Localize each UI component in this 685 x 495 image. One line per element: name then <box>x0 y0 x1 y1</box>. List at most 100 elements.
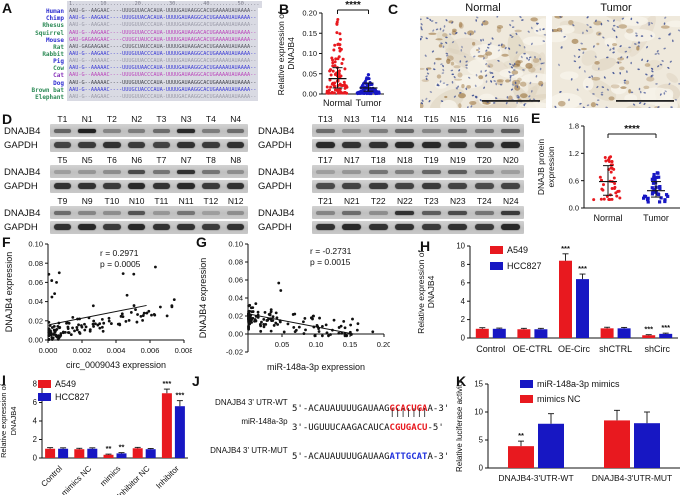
protein-band <box>103 183 121 189</box>
blot-row-label: DNAJB4 <box>258 166 295 178</box>
protein-band <box>395 128 415 133</box>
protein-band <box>226 224 245 230</box>
alignment-ruler-row: 1.........10.........20.........30......… <box>0 1 278 9</box>
svg-text:0.08: 0.08 <box>228 258 243 267</box>
protein-band <box>103 210 121 215</box>
species-name: Rhesus <box>42 22 64 30</box>
species-name: Cat <box>53 72 64 80</box>
protein-band <box>501 183 521 189</box>
blot-strip <box>312 124 524 137</box>
alignment-row: Rhesus AAU-G--AAGAAC----UUUGUUACCCAUA-UUU… <box>0 22 278 30</box>
protein-band <box>226 210 245 215</box>
svg-text:0.15: 0.15 <box>343 340 358 349</box>
svg-text:1.8: 1.8 <box>569 122 579 131</box>
protein-band <box>368 142 388 148</box>
protein-band <box>78 183 96 189</box>
blot-row-label: DNAJB4 <box>258 207 295 219</box>
alignment-row: Human AAU-G--AAGAAC----UUUGUUACACAUA-UUUU… <box>0 8 278 16</box>
species-name: Elephant <box>35 93 64 101</box>
protein-band <box>421 224 441 230</box>
blot-row-label: DNAJB4 <box>4 166 41 178</box>
protein-band <box>474 224 494 230</box>
sequence-text: AAU-G--AAGAAC----UUUGUUACCCAUA-UUUUGAUAA… <box>67 29 259 37</box>
svg-text:r = -0.2731: r = -0.2731 <box>310 246 352 256</box>
protein-band <box>202 224 220 230</box>
svg-text:shCTRL: shCTRL <box>599 344 632 354</box>
species-name: Squirrel <box>35 29 64 37</box>
svg-text:HCC827: HCC827 <box>55 392 90 402</box>
blot-strip <box>312 179 524 193</box>
protein-band <box>448 224 468 230</box>
protein-band <box>177 224 195 230</box>
panel-a-label: A <box>2 0 13 16</box>
protein-band <box>368 210 388 215</box>
svg-text:0.10: 0.10 <box>228 240 243 249</box>
svg-text:2: 2 <box>33 435 37 444</box>
protein-band <box>53 142 72 148</box>
svg-text:Tumor: Tumor <box>356 98 382 108</box>
svg-text:Normal: Normal <box>593 213 622 223</box>
sequence-text: AAU-G--AAGAAC----UUUGUUACCCAUA-UUUUGAUAA… <box>67 22 259 30</box>
svg-text:10: 10 <box>474 408 483 417</box>
protein-band <box>78 210 96 215</box>
svg-text:***: *** <box>176 391 185 400</box>
protein-band <box>177 183 195 189</box>
svg-text:Relative luciferase activity: Relative luciferase activity <box>455 380 464 472</box>
svg-text:mimics NC: mimics NC <box>537 394 581 404</box>
alignment-row: Elephant AAU-G--AAGAAC----UUUGUUACCCAUA-U… <box>0 93 278 101</box>
species-name: Pig <box>53 58 64 66</box>
protein-band <box>342 183 362 189</box>
svg-text:5: 5 <box>479 436 484 445</box>
svg-text:A549: A549 <box>55 379 76 389</box>
protein-band <box>127 210 146 215</box>
protein-band <box>152 224 171 230</box>
blot-strip <box>312 206 524 219</box>
panel-j-binding-site-alignment: DNAJB4 3' UTR-WT 5'-ACAUAUUUUGAUAAGGCACU… <box>190 374 466 495</box>
protein-band <box>421 128 441 133</box>
panel-a-sequence-alignment: 1.........10.........20.........30......… <box>0 1 278 111</box>
species-name: Mouse <box>45 36 64 44</box>
svg-text:***: *** <box>644 325 653 334</box>
sequence-text: AAU-G--AAAAAC----UUUGUUACCCAUA-UUUUGAUAA… <box>67 72 259 80</box>
panel-c-ihc-image-normal <box>420 16 546 108</box>
svg-text:***: *** <box>578 264 587 273</box>
svg-text:DNAJB protein: DNAJB protein <box>538 139 546 195</box>
protein-band <box>127 128 146 133</box>
svg-text:circ_0009043 expression: circ_0009043 expression <box>66 360 166 370</box>
species-name: Rabbit <box>42 50 64 58</box>
sequence-text: AAU-G--AAGAAC----UUUGUUACCCAUA-UUUUGAUAA… <box>67 50 259 59</box>
species-name: Brown bat <box>31 86 64 94</box>
protein-band <box>315 183 335 189</box>
protein-band <box>103 142 121 148</box>
svg-text:4: 4 <box>33 417 38 426</box>
protein-band <box>53 183 72 189</box>
protein-band <box>202 210 220 215</box>
protein-band <box>152 142 171 148</box>
svg-text:Inhibitor NC: Inhibitor NC <box>115 464 151 495</box>
protein-band <box>342 142 362 148</box>
svg-text:0.05: 0.05 <box>275 340 290 349</box>
svg-text:0: 0 <box>479 464 484 473</box>
sequence-text: AAU-G--AAAAAC----UUUGUUAACCAUA-UUUUGAUAA… <box>67 65 259 73</box>
blot-strip <box>312 138 524 152</box>
svg-text:***: *** <box>163 379 172 388</box>
svg-text:0.000: 0.000 <box>39 346 58 355</box>
svg-text:DNAJB4-3'UTR-MUT: DNAJB4-3'UTR-MUT <box>592 473 672 483</box>
svg-text:mimics NC: mimics NC <box>60 464 94 495</box>
sequence-text: 5'-ACAUAUUUUGAUAAGATTGCATA-3' <box>292 452 450 462</box>
protein-band <box>342 210 362 215</box>
protein-band <box>315 128 335 133</box>
alignment-row: Rat AAU-GAGAAGAAC----CUUGCUAUCCAUA-UUUUGA… <box>0 43 278 51</box>
svg-text:0.04: 0.04 <box>28 297 43 306</box>
sequence-text: AAU-G--AAAAAC----UUUGCUACCCAUA-UUUUGAUAA… <box>67 86 259 94</box>
protein-band <box>226 142 245 148</box>
svg-text:0: 0 <box>33 454 38 463</box>
scale-bar <box>616 100 674 102</box>
protein-band <box>202 183 220 189</box>
protein-band <box>315 210 335 215</box>
panel-e-scatter-chart: 0.0 0.6 1.2 1.8 DNAJB protein expression Norma… <box>538 122 680 223</box>
sequence-text: AAU-G--AAGAAC----UUUGUUACACAUA-UUUUGAUAA… <box>67 15 259 23</box>
position-ruler: 1.........10.........20.........30......… <box>67 1 262 9</box>
protein-band <box>395 224 415 230</box>
protein-band <box>474 210 494 215</box>
